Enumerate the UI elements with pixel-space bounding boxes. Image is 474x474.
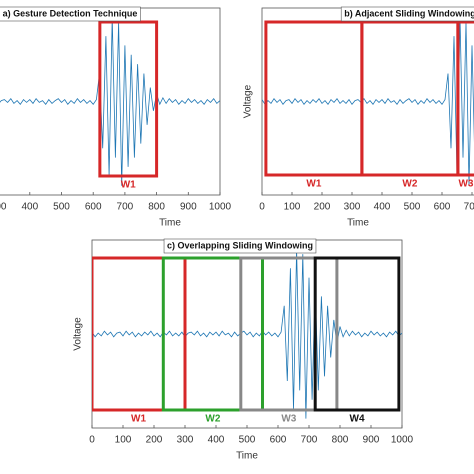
window <box>92 256 187 412</box>
x-tick-label: 0 <box>89 435 95 446</box>
panel: 01002003004005006007008009001000TimeVolt… <box>243 6 474 229</box>
window-label: W4 <box>350 414 365 425</box>
window <box>456 20 474 177</box>
x-tick-label: 600 <box>270 435 287 446</box>
x-tick-label: 700 <box>464 202 474 213</box>
x-tick-label: 900 <box>180 202 197 213</box>
x-tick-label: 400 <box>21 202 38 213</box>
x-tick-label: 500 <box>53 202 70 213</box>
plot-content <box>262 17 474 186</box>
x-tick-label: 300 <box>177 435 194 446</box>
signal-line <box>0 17 220 186</box>
x-tick-label: 100 <box>115 435 132 446</box>
plot-area <box>91 239 403 429</box>
x-axis-label: Time <box>159 218 181 229</box>
plot-content <box>92 249 402 419</box>
panel: 01002003004005006007008009001000TimeW1a)… <box>0 6 232 229</box>
window <box>313 256 401 412</box>
x-tick-label: 700 <box>117 202 134 213</box>
y-axis-label: Voltage <box>73 317 84 351</box>
x-axis-label: Time <box>347 218 369 229</box>
window-label: W2 <box>402 179 417 190</box>
x-tick-label: 400 <box>374 202 391 213</box>
x-tick-label: 600 <box>85 202 102 213</box>
x-tick-label: 800 <box>148 202 165 213</box>
panel-title: b) Adjacent Sliding Windowing <box>344 8 474 18</box>
x-tick-label: 200 <box>146 435 163 446</box>
x-tick-label: 0 <box>259 202 265 213</box>
x-tick-label: 500 <box>239 435 256 446</box>
title-box <box>0 6 141 22</box>
x-tick-label: 1000 <box>391 435 414 446</box>
window-label: W1 <box>121 180 136 191</box>
window <box>161 256 264 412</box>
x-tick-label: 800 <box>332 435 349 446</box>
window-label: W1 <box>306 179 321 190</box>
window-label: W3 <box>281 414 296 425</box>
title-box <box>163 238 317 254</box>
panel-title: c) Overlapping Sliding Windowing <box>167 240 313 250</box>
x-tick-label: 1000 <box>209 202 232 213</box>
signal-line <box>262 17 474 186</box>
window <box>98 20 159 178</box>
plot-area <box>0 7 221 196</box>
window-label: W1 <box>131 414 146 425</box>
x-tick-label: 300 <box>344 202 361 213</box>
window-label: W2 <box>205 414 220 425</box>
x-tick-label: 900 <box>363 435 380 446</box>
plot-area <box>261 7 474 196</box>
window-label: W3 <box>458 179 473 190</box>
y-axis-label: Voltage <box>243 84 254 118</box>
x-tick-label: 300 <box>0 202 7 213</box>
x-tick-label: 700 <box>301 435 318 446</box>
x-tick-label: 600 <box>434 202 451 213</box>
x-tick-label: 100 <box>284 202 301 213</box>
x-axis-label: Time <box>236 451 258 462</box>
panel-title: a) Gesture Detection Technique <box>3 8 138 18</box>
signal-line <box>92 249 402 419</box>
window <box>239 256 339 412</box>
x-tick-label: 400 <box>208 435 225 446</box>
title-box <box>340 6 474 22</box>
panel: 0 100 200 300 400 500 600 700 800 900 1000 Time Volt… <box>73 238 414 462</box>
plot-content <box>0 17 220 186</box>
x-tick-label: 500 <box>404 202 421 213</box>
x-tick-label: 200 <box>314 202 331 213</box>
